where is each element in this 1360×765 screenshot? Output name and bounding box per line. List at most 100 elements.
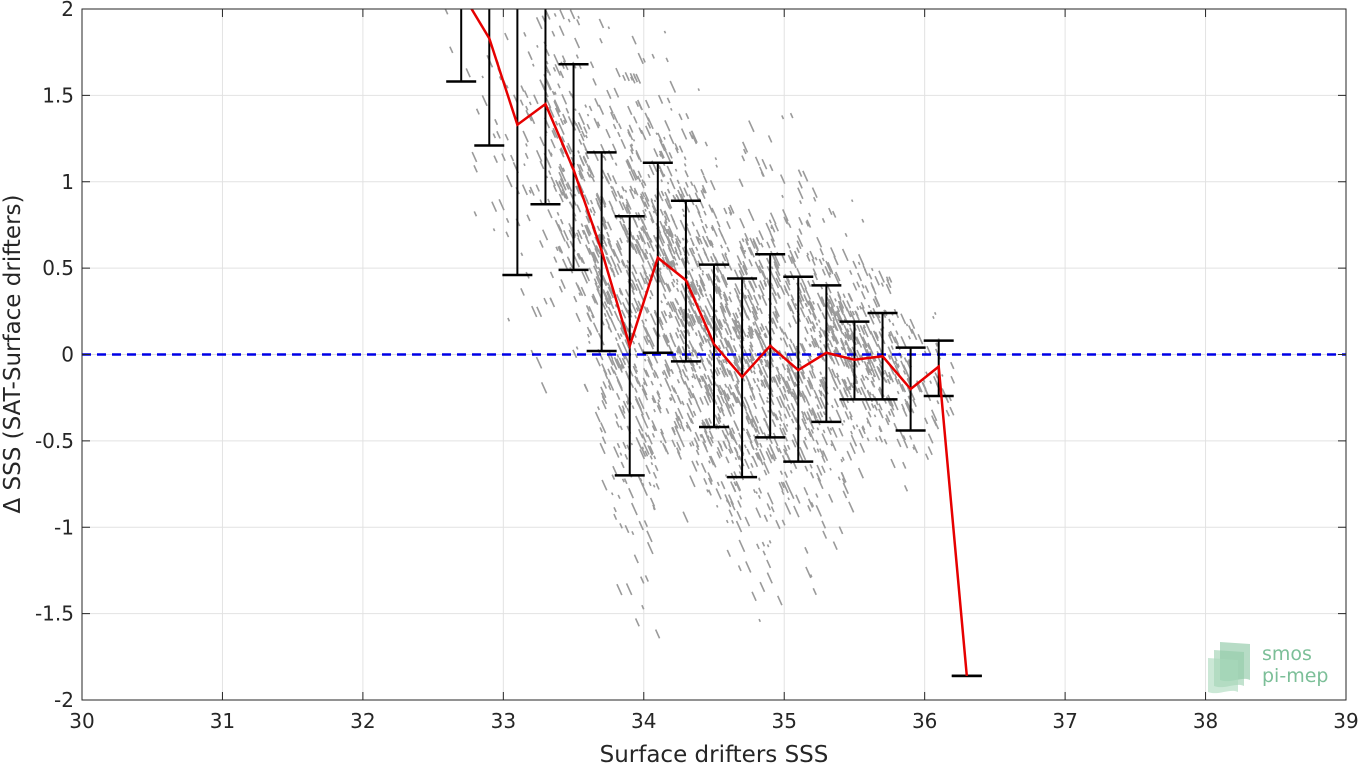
scatter-point (626, 239, 629, 243)
scatter-point (700, 168, 705, 176)
scatter-point (611, 358, 618, 370)
scatter-point (750, 326, 755, 333)
scatter-point (737, 500, 742, 508)
scatter-point (611, 190, 618, 202)
scatter-point (774, 223, 779, 232)
scatter-point (801, 451, 807, 461)
scatter-point (676, 327, 680, 333)
scatter-point (804, 546, 809, 554)
scatter-point (810, 409, 816, 418)
scatter-point (589, 61, 595, 69)
scatter-point (576, 19, 581, 26)
scatter-point (645, 280, 649, 285)
scatter-point (786, 444, 791, 450)
scatter-point (673, 420, 678, 428)
scatter-point (643, 211, 646, 215)
scatter-point (778, 481, 784, 492)
scatter-point (790, 298, 797, 310)
scatter-point (650, 380, 654, 386)
scatter-point (618, 289, 623, 295)
scatter-point (632, 340, 636, 345)
scatter-point (778, 356, 782, 360)
scatter-point (867, 411, 872, 418)
scatter-point (663, 444, 670, 455)
scatter-point (832, 377, 839, 390)
scatter-point (733, 481, 737, 487)
scatter-point (902, 461, 907, 469)
scatter-point (679, 306, 686, 319)
scatter-point (873, 414, 877, 418)
scatter-point (781, 194, 784, 199)
scatter-point (838, 526, 844, 535)
y-tick-label: -0.5 (35, 429, 74, 453)
mean-line-series (470, 9, 969, 676)
scatter-point (749, 470, 754, 477)
scatter-point (539, 160, 545, 170)
scatter-point (608, 200, 614, 210)
scatter-point (696, 239, 700, 244)
scatter-point (614, 337, 618, 342)
scatter-point (719, 367, 722, 371)
scatter-point (905, 323, 909, 327)
scatter-point (632, 138, 636, 142)
scatter-point (642, 57, 646, 63)
scatter-point (543, 297, 548, 305)
scatter-point (821, 450, 826, 455)
scatter-point (671, 182, 676, 190)
scatter-point (640, 218, 648, 231)
scatter-point (888, 318, 892, 323)
scatter-point (821, 455, 826, 463)
scatter-point (651, 394, 657, 404)
scatter-point (791, 410, 798, 424)
scatter-point (620, 325, 624, 330)
scatter-point (635, 307, 639, 312)
scatter-point (763, 514, 769, 522)
scatter-point (723, 358, 728, 365)
scatter-point (819, 347, 824, 355)
x-tick-label: 34 (631, 709, 656, 733)
scatter-point (855, 336, 863, 348)
scatter-point (849, 310, 856, 323)
scatter-point (812, 587, 817, 596)
scatter-point (803, 486, 809, 496)
scatter-point (838, 427, 844, 437)
scatter-point (748, 258, 753, 267)
scatter-point (785, 218, 790, 225)
scatter-point (631, 35, 637, 45)
scatter-point (614, 304, 618, 308)
scatter-point (815, 322, 819, 326)
scatter-point (811, 258, 816, 266)
scatter-point (786, 242, 791, 249)
scatter-point (789, 469, 793, 474)
scatter-point (766, 503, 771, 511)
scatter-point (702, 309, 709, 321)
scatter-point (703, 324, 707, 331)
scatter-point (585, 134, 588, 139)
scatter-point (847, 362, 854, 373)
scatter-point (673, 196, 677, 200)
scatter-point (874, 333, 879, 340)
scatter-point (941, 388, 948, 400)
scatter-point (653, 199, 657, 203)
scatter-point (647, 359, 654, 371)
scatter-point (717, 416, 722, 423)
scatter-point (831, 210, 837, 218)
scatter-point (607, 306, 614, 317)
scatter-point (752, 322, 756, 326)
scatter-point (697, 88, 701, 92)
scatter-point (678, 186, 686, 198)
scatter-point (779, 174, 786, 185)
scatter-point (770, 224, 776, 233)
scatter-point (567, 18, 571, 23)
scatter-point (648, 252, 656, 264)
scatter-point (734, 422, 739, 431)
scatter-point (816, 302, 822, 312)
scatter-point (724, 305, 732, 318)
scatter-point (888, 331, 892, 337)
scatter-point (734, 312, 739, 319)
scatter-point (610, 185, 613, 190)
scatter-point (688, 321, 695, 331)
scatter-point (691, 268, 694, 272)
scatter-point (752, 238, 759, 250)
scatter-point (758, 369, 762, 374)
